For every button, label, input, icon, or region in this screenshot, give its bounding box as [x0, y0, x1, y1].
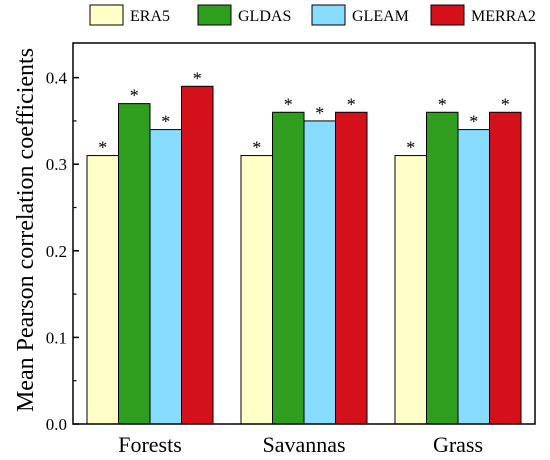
legend-swatch-gldas: [197, 4, 232, 26]
significance-marker: *: [130, 86, 139, 106]
y-tick-label: 0.3: [46, 155, 67, 174]
legend-swatch-era5: [89, 4, 124, 26]
bar-merra2-savannas: [335, 111, 368, 425]
bar-gleam-forests: [149, 129, 182, 425]
bar-gleam-savannas: [303, 120, 336, 425]
significance-marker: *: [284, 94, 293, 114]
significance-marker: *: [193, 68, 202, 88]
plot-frame: [72, 42, 536, 425]
significance-marker: *: [469, 112, 478, 132]
bar-gldas-grass: [426, 111, 459, 425]
bar-merra2-grass: [489, 111, 522, 425]
x-tick-label: Grass: [433, 432, 483, 457]
x-tick-label: Forests: [118, 432, 182, 457]
y-tick-label: 0.2: [46, 242, 67, 261]
significance-marker: *: [161, 112, 170, 132]
legend-label-gldas: GLDAS: [238, 8, 291, 25]
bar-merra2-forests: [181, 85, 214, 425]
bar-era5-forests: [86, 155, 119, 425]
legend-swatch-gleam: [311, 4, 346, 26]
y-axis: 0.0 0.1 0.2 0.3 0.4: [46, 69, 79, 434]
significance-marker: *: [501, 94, 510, 114]
y-axis-label: Mean Pearson correlation coefficients: [13, 48, 39, 412]
y-tick-label: 0.0: [46, 415, 67, 434]
y-tick-label: 0.1: [46, 328, 67, 347]
bar-era5-grass: [394, 155, 427, 425]
significance-marker: *: [347, 94, 356, 114]
bar-gldas-forests: [118, 103, 151, 425]
legend-label-gleam: GLEAM: [352, 8, 409, 25]
y-tick-label: 0.4: [46, 69, 68, 88]
bar-gleam-grass: [457, 129, 490, 425]
bar-era5-savannas: [240, 155, 273, 425]
legend-label-merra2: MERRA2: [471, 8, 536, 25]
legend: ERA5 GLDAS GLEAM MERRA2: [89, 4, 536, 26]
significance-marker: *: [315, 103, 324, 123]
legend-label-era5: ERA5: [130, 8, 170, 25]
significance-markers: * * * * * * * * * * * *: [98, 68, 510, 157]
bars: [86, 85, 522, 425]
significance-marker: *: [252, 138, 261, 158]
significance-marker: *: [438, 94, 447, 114]
x-axis: Forests Savannas Grass: [118, 432, 483, 457]
x-tick-label: Savannas: [262, 432, 345, 457]
bar-gldas-savannas: [272, 111, 305, 425]
legend-swatch-merra2: [430, 4, 465, 26]
significance-marker: *: [98, 138, 107, 158]
significance-marker: *: [406, 138, 415, 158]
